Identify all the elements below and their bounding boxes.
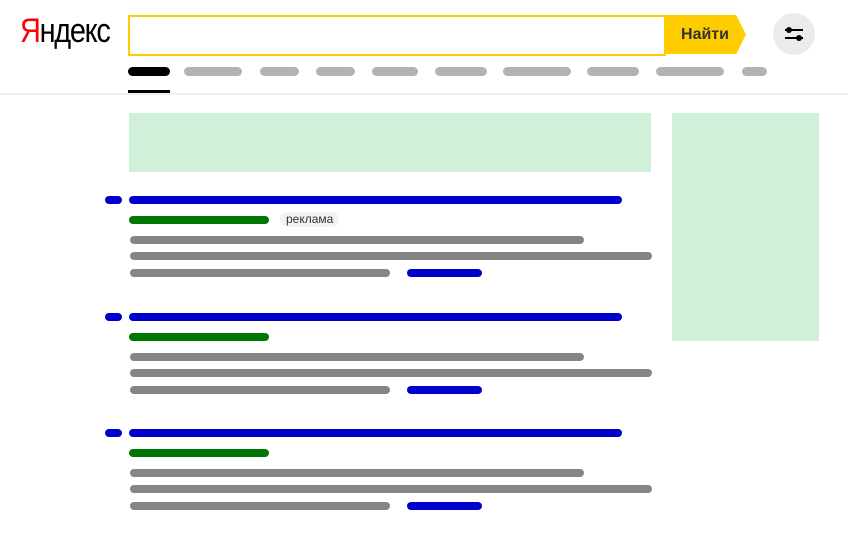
settings-button[interactable] [773,13,815,55]
result-snippet-line [130,386,390,394]
tab-1[interactable] [128,67,170,76]
result-snippet-line [130,485,652,493]
result-snippet-line [130,502,390,510]
result-sitelink[interactable] [407,502,482,510]
result-url[interactable] [129,333,269,341]
ad-block-top[interactable] [129,113,651,172]
tab-3[interactable] [260,67,299,76]
tab-7[interactable] [503,67,571,76]
result-sitelink[interactable] [407,269,482,277]
result-favicon[interactable] [105,313,122,321]
result-favicon[interactable] [105,196,122,204]
tab-10[interactable] [742,67,767,76]
result-snippet-line [130,353,584,361]
tab-9[interactable] [656,67,724,76]
result-sitelink[interactable] [407,386,482,394]
result-snippet-line [130,269,390,277]
result-snippet-line [130,369,652,377]
result-title-link[interactable] [129,313,622,321]
sliders-icon [785,27,803,41]
header-divider [0,93,848,95]
yandex-logo[interactable]: Яндекс [20,12,111,50]
ad-block-side[interactable] [672,113,819,341]
tab-6[interactable] [435,67,487,76]
result-url[interactable] [129,216,269,224]
result-favicon[interactable] [105,429,122,437]
tab-8[interactable] [587,67,639,76]
result-snippet-line [130,252,652,260]
ad-badge: реклама [280,212,340,227]
active-tab-underline [128,90,170,93]
search-input[interactable] [128,15,666,56]
tab-2[interactable] [184,67,242,76]
search-button[interactable]: Найти [664,15,746,54]
tab-5[interactable] [372,67,418,76]
result-title-link[interactable] [129,429,622,437]
result-snippet-line [130,469,584,477]
result-snippet-line [130,236,584,244]
tab-4[interactable] [316,67,355,76]
result-title-link[interactable] [129,196,622,204]
result-url[interactable] [129,449,269,457]
